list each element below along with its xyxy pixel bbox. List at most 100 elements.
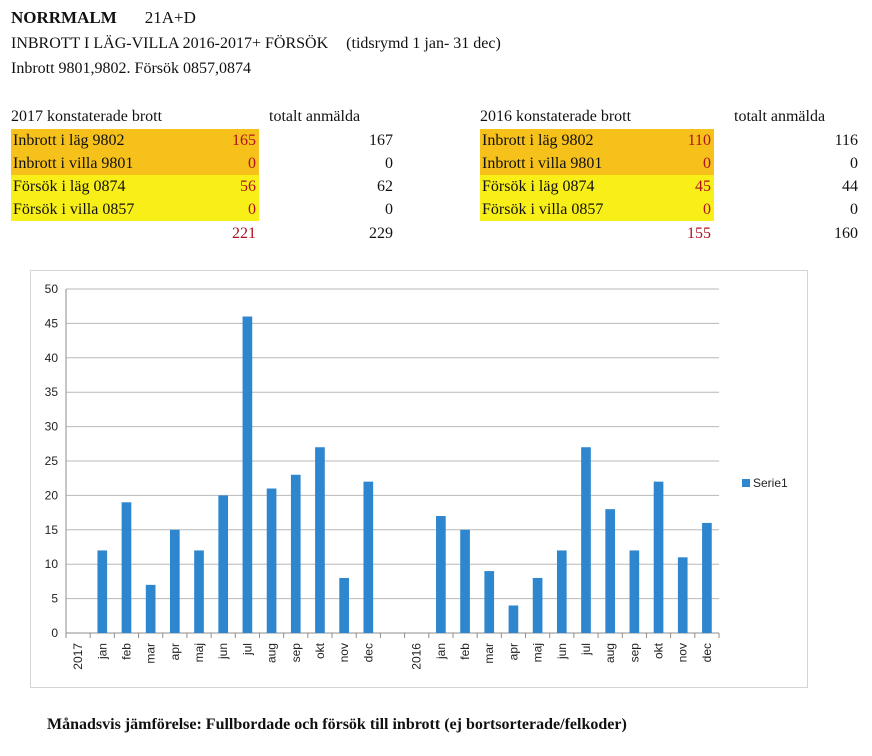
x-tick-label: dec <box>361 643 375 662</box>
row-label: Inbrott i läg 9802 <box>480 129 630 152</box>
row-value: 165 <box>177 129 259 152</box>
bar <box>532 577 543 633</box>
sum-value: 221 <box>232 225 256 242</box>
subtitle-text: INBROTT I LÄG-VILLA 2016-2017+ FÖRSÖK <box>11 35 329 52</box>
y-tick-label: 50 <box>45 282 59 296</box>
bar <box>194 550 204 633</box>
bar <box>218 495 229 633</box>
table-caption: 2017 konstaterade brott <box>11 108 163 125</box>
x-tick-label: jan <box>434 643 448 660</box>
x-tick-label: feb <box>458 643 472 660</box>
x-tick-label: 2016 <box>410 643 424 670</box>
y-tick-label: 5 <box>51 592 58 606</box>
bar <box>605 509 616 633</box>
x-tick-label: jul <box>579 643 593 656</box>
row-label: Försök i villa 0857 <box>480 198 630 221</box>
row-value: 0 <box>177 152 259 175</box>
total-header: totalt anmälda <box>269 108 361 125</box>
y-tick-label: 15 <box>45 523 59 537</box>
x-tick-label: mar <box>482 643 496 664</box>
row-total: 116 <box>834 132 858 149</box>
crime-codes: Inbrott 9801,9802. Försök 0857,0874 <box>11 60 251 77</box>
x-tick-label: jun <box>555 643 569 660</box>
bar <box>460 529 470 633</box>
y-tick-label: 20 <box>45 488 59 502</box>
table-caption: 2016 konstaterade brott <box>480 108 632 125</box>
x-tick-label: jul <box>240 643 254 656</box>
row-label: Försök i läg 0874 <box>480 175 630 198</box>
x-tick-label: 2017 <box>71 643 85 670</box>
x-tick-label: apr <box>506 643 520 660</box>
report-subtitle: INBROTT I LÄG-VILLA 2016-2017+ FÖRSÖK (ti… <box>11 35 501 53</box>
bar <box>629 550 640 633</box>
area-name: NORRMALM <box>11 8 117 27</box>
x-tick-label: dec <box>700 643 714 662</box>
x-tick-label: mar <box>144 643 158 664</box>
row-value: 0 <box>630 152 714 175</box>
row-total: 0 <box>385 201 393 218</box>
row-value: 56 <box>177 175 259 198</box>
bar <box>339 577 349 633</box>
bar <box>436 516 446 633</box>
bar <box>556 550 567 633</box>
x-tick-label: jun <box>216 643 230 660</box>
bar <box>581 447 591 633</box>
x-tick-label: aug <box>603 643 617 663</box>
x-tick-label: maj <box>531 643 545 662</box>
x-tick-label: nov <box>337 643 351 662</box>
y-tick-label: 10 <box>45 557 59 571</box>
x-tick-label: sep <box>627 643 641 663</box>
bar <box>677 557 688 633</box>
chart-frame: 0 5 10 15 20 25 30 35 40 45 50 2017 jan feb mar apr maj j… <box>30 270 808 688</box>
y-tick-label: 35 <box>45 385 59 399</box>
x-tick-label: apr <box>168 643 182 660</box>
row-total: 44 <box>842 178 858 195</box>
legend-swatch <box>742 479 750 487</box>
legend-label: Serie1 <box>753 476 788 490</box>
row-total: 0 <box>850 155 858 172</box>
row-label: Inbrott i villa 9801 <box>480 152 630 175</box>
bar <box>169 529 180 633</box>
bar <box>363 481 374 633</box>
x-tick-label: nov <box>676 643 690 662</box>
bar <box>97 550 108 633</box>
y-tick-label: 30 <box>45 420 59 434</box>
row-total: 167 <box>369 132 393 149</box>
sum-total: 160 <box>834 225 858 242</box>
row-total: 62 <box>377 178 393 195</box>
report-title: NORRMALM 21A+D <box>11 8 196 28</box>
bar <box>653 481 664 633</box>
row-label: Försök i läg 0874 <box>11 175 177 198</box>
bar <box>315 447 325 633</box>
sum-total: 229 <box>369 225 393 242</box>
row-label: Inbrott i läg 9802 <box>11 129 177 152</box>
x-tick-label: aug <box>265 643 279 663</box>
sum-value: 155 <box>687 225 711 242</box>
y-tick-label: 0 <box>51 626 58 640</box>
x-tick-label: feb <box>119 643 133 660</box>
x-tick-label: jan <box>95 643 109 660</box>
row-value: 45 <box>630 175 714 198</box>
bar <box>145 584 156 633</box>
bar <box>702 522 712 633</box>
y-tick-label: 25 <box>45 454 59 468</box>
row-label: Inbrott i villa 9801 <box>11 152 177 175</box>
bar <box>484 571 495 633</box>
x-tick-label: okt <box>313 642 327 659</box>
y-tick-label: 40 <box>45 351 59 365</box>
row-value: 0 <box>630 198 714 221</box>
x-tick-label: sep <box>289 643 303 663</box>
row-label: Försök i villa 0857 <box>11 198 177 221</box>
area-code: 21A+D <box>144 8 196 27</box>
row-value: 110 <box>630 129 714 152</box>
row-total: 0 <box>385 155 393 172</box>
bar <box>508 605 519 633</box>
bar <box>121 502 132 633</box>
total-header: totalt anmälda <box>734 108 826 125</box>
bar <box>242 316 253 633</box>
x-tick-label: okt <box>652 642 666 659</box>
row-value: 0 <box>177 198 259 221</box>
chart-caption: Månadsvis jämförelse: Fullbordade och fö… <box>47 716 627 733</box>
bar <box>290 474 301 633</box>
